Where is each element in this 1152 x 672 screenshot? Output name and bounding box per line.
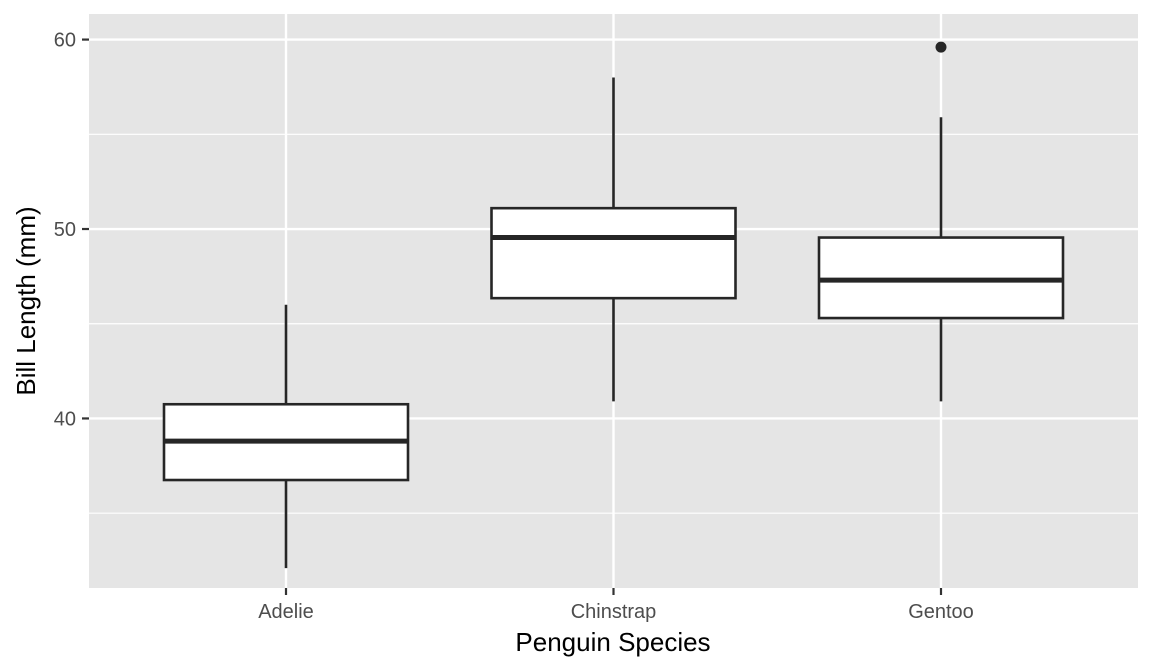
x-axis: Adelie Chinstrap Gentoo xyxy=(258,588,974,623)
x-tick-label: Gentoo xyxy=(908,601,974,623)
x-tick-label: Chinstrap xyxy=(571,601,657,623)
x-axis-title: Penguin Species xyxy=(515,627,710,657)
box-chinstrap xyxy=(490,77,737,402)
y-axis: 40 50 60 xyxy=(54,30,89,430)
interquartile-box xyxy=(490,206,737,300)
x-tick-label: Adelie xyxy=(258,601,314,623)
outlier-point xyxy=(935,41,947,53)
box-series xyxy=(162,41,1065,569)
y-tick-label: 60 xyxy=(54,30,76,52)
y-tick-label: 40 xyxy=(54,408,76,430)
box-adelie xyxy=(162,304,410,569)
y-axis-title: Bill Length (mm) xyxy=(11,206,41,395)
y-tick-label: 50 xyxy=(54,219,76,241)
box-gentoo xyxy=(817,41,1065,402)
